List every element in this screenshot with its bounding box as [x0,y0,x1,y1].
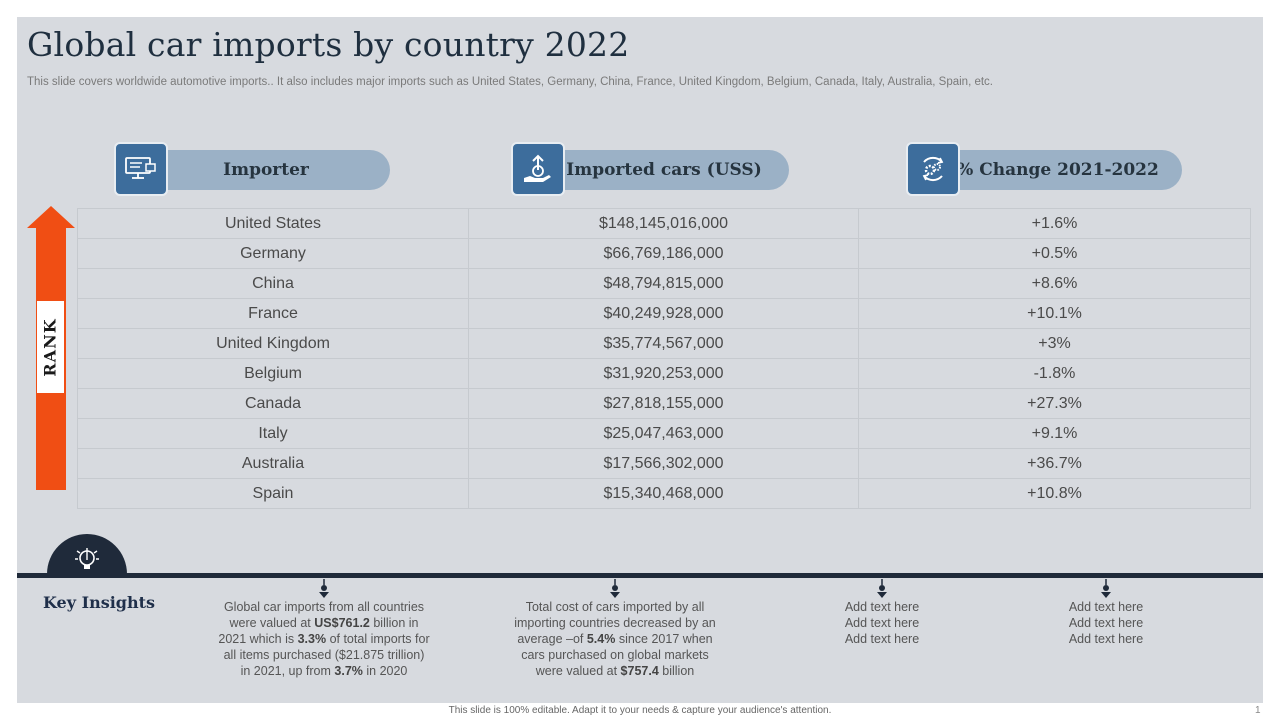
change-cell: -1.8% [858,358,1251,389]
table-row: Germany $66,769,186,000 +0.5% [77,238,1251,269]
change-cell: +9.1% [858,418,1251,449]
change-cell: +10.8% [858,478,1251,509]
page-number: 1 [1255,705,1261,716]
change-cell: +0.5% [858,238,1251,269]
table-row: Australia $17,566,302,000 +36.7% [77,448,1251,479]
country-cell: Canada [77,388,469,419]
value-cell: $15,340,468,000 [468,478,859,509]
change-cell: +8.6% [858,268,1251,299]
header-change-label: % Change 2021-2022 [934,150,1182,190]
imports-table: United States $148,145,016,000 +1.6% Ger… [77,208,1251,509]
pin-marker-icon [877,579,887,598]
value-cell: $148,145,016,000 [468,208,859,239]
insight-placeholder: Add text here Add text here Add text her… [1068,600,1144,646]
change-cell: +36.7% [858,448,1251,479]
value-cell: $40,249,928,000 [468,298,859,329]
country-cell: Italy [77,418,469,449]
pin-marker-icon [1101,579,1111,598]
section-divider [17,573,1263,578]
value-cell: $27,818,155,000 [468,388,859,419]
country-cell: Spain [77,478,469,509]
insight-cost-decrease: Total cost of cars imported by all impor… [514,600,716,678]
change-cell: +10.1% [858,298,1251,329]
pin-marker-icon [319,579,329,598]
country-cell: China [77,268,469,299]
table-row: United Kingdom $35,774,567,000 +3% [77,328,1251,359]
gears-cycle-icon [906,142,960,196]
table-row: Belgium $31,920,253,000 -1.8% [77,358,1251,389]
country-cell: United States [77,208,469,239]
header-imported-label: Imported cars (USS) [539,150,789,190]
value-cell: $66,769,186,000 [468,238,859,269]
header-importer-label: Importer [142,150,390,190]
page-subtitle: This slide covers worldwide automotive i… [27,76,993,88]
table-row: United States $148,145,016,000 +1.6% [77,208,1251,239]
value-cell: $48,794,815,000 [468,268,859,299]
lightbulb-pen-icon [75,548,99,569]
monitor-share-icon [114,142,168,196]
table-row: Spain $15,340,468,000 +10.8% [77,478,1251,509]
page-title: Global car imports by country 2022 [27,25,630,64]
country-cell: Germany [77,238,469,269]
insight-imports-share: Global car imports from all countries we… [218,600,430,678]
insight-placeholder: Add text here Add text here Add text her… [844,600,920,646]
slide: Global car imports by country 2022 This … [17,17,1263,703]
table-row: Canada $27,818,155,000 +27.3% [77,388,1251,419]
value-cell: $31,920,253,000 [468,358,859,389]
pin-marker-icon [610,579,620,598]
country-cell: Belgium [77,358,469,389]
table-row: France $40,249,928,000 +10.1% [77,298,1251,329]
country-cell: United Kingdom [77,328,469,359]
value-cell: $17,566,302,000 [468,448,859,479]
table-row: China $48,794,815,000 +8.6% [77,268,1251,299]
country-cell: Australia [77,448,469,479]
key-insights-badge [47,534,127,574]
change-cell: +3% [858,328,1251,359]
change-cell: +1.6% [858,208,1251,239]
change-cell: +27.3% [858,388,1251,419]
hand-upload-icon [511,142,565,196]
table-row: Italy $25,047,463,000 +9.1% [77,418,1251,449]
value-cell: $25,047,463,000 [468,418,859,449]
country-cell: France [77,298,469,329]
footer-note: This slide is 100% editable. Adapt it to… [448,705,832,716]
value-cell: $35,774,567,000 [468,328,859,359]
rank-label: RANK [41,317,60,377]
rank-label-box: RANK [37,301,64,393]
key-insights-title: Key Insights [43,593,156,612]
